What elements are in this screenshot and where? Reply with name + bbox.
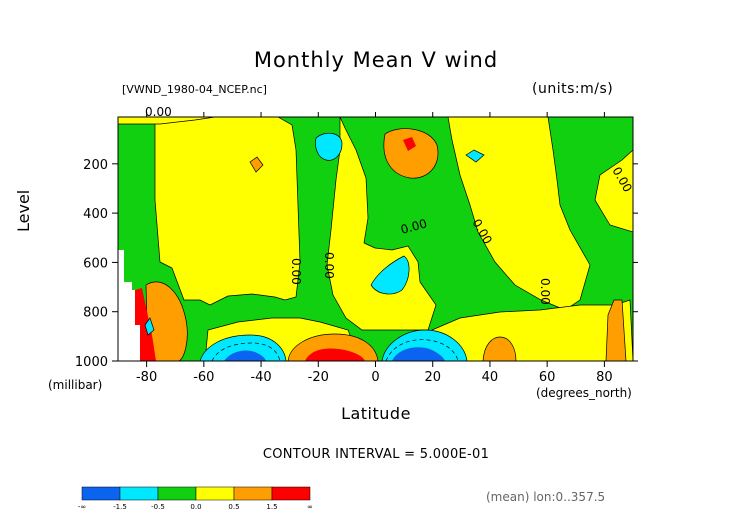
region-cyan-left xyxy=(144,317,155,336)
colorbar-swatch xyxy=(157,486,197,501)
x-tick-label: 20 xyxy=(424,370,441,385)
y-tick-label: 1000 xyxy=(75,355,108,370)
region-yellow-right xyxy=(594,149,633,233)
x-tick-label: 80 xyxy=(596,370,613,385)
y-tick-label: 400 xyxy=(83,207,108,222)
colorbar-label: -1.5 xyxy=(113,503,127,511)
units-label: (units:m/s) xyxy=(532,81,614,97)
contour-field xyxy=(118,117,633,361)
region-cyan-left-bottom xyxy=(199,334,287,361)
region-orange-left xyxy=(145,281,188,361)
region-yellow-center xyxy=(326,117,437,331)
x-tick-label: -60 xyxy=(193,370,214,385)
region-blue-right xyxy=(392,347,445,361)
contour-label-3: 0.00 xyxy=(289,258,303,285)
colorbar-swatch xyxy=(81,486,121,501)
file-label: [VWND_1980-04_NCEP.nc] xyxy=(122,83,267,96)
x-tick-label: -20 xyxy=(308,370,329,385)
y-tick-label: 600 xyxy=(83,256,108,271)
region-cyan-top xyxy=(315,132,343,161)
colorbar-label: -0.5 xyxy=(151,503,165,511)
region-yellow-left xyxy=(154,117,301,306)
chart-title: Monthly Mean V wind xyxy=(253,48,499,72)
colorbar-swatch xyxy=(119,486,159,501)
region-orange-east xyxy=(482,336,517,361)
region-red-top xyxy=(403,137,416,151)
contour-label-1: 0.00 xyxy=(145,105,172,119)
region-blue-left xyxy=(224,350,266,361)
x-tick-label: 60 xyxy=(539,370,556,385)
colorbar-swatch xyxy=(271,486,311,501)
contour-dashed-1 xyxy=(211,342,281,361)
x-axis-unit: (degrees_north) xyxy=(536,386,632,400)
colorbar-label: 0.5 xyxy=(228,503,239,511)
mean-note: (mean) lon:0..357.5 xyxy=(486,490,606,504)
colorbar-label: 1.5 xyxy=(266,503,277,511)
y-tick-label: 200 xyxy=(83,158,108,173)
region-yellow-top xyxy=(118,117,216,125)
colorbar-label: 0.0 xyxy=(190,503,201,511)
contour-label-2: 0.00 xyxy=(399,216,428,236)
contour-label-4: 0.00 xyxy=(322,252,336,279)
missing-data-region xyxy=(118,250,140,361)
x-tick-label: -80 xyxy=(136,370,157,385)
region-orange-patch xyxy=(249,156,264,173)
colorbar-swatch xyxy=(233,486,273,501)
region-yellow-lower-east xyxy=(427,299,633,361)
x-axis-label: Latitude xyxy=(341,404,411,423)
colorbar-label: ∞ xyxy=(307,503,313,511)
x-tick-label: 40 xyxy=(482,370,499,385)
contour-interval: CONTOUR INTERVAL = 5.000E-01 xyxy=(262,447,490,462)
contour-dashed-2 xyxy=(385,339,459,361)
colorbar-label: -∞ xyxy=(78,503,86,511)
region-red-bottom xyxy=(305,348,365,361)
region-cyan-small xyxy=(465,149,485,163)
region-cyan-mid xyxy=(370,255,410,295)
region-orange-far-east xyxy=(605,299,627,361)
region-orange-top xyxy=(383,128,439,179)
x-tick-label: -40 xyxy=(250,370,271,385)
colorbar-swatch xyxy=(195,486,235,501)
contour-label-6: 0.00 xyxy=(538,278,552,305)
y-tick-label: 800 xyxy=(83,306,108,321)
y-axis-unit: (millibar) xyxy=(48,378,103,392)
x-tick-label: 0 xyxy=(371,370,379,385)
